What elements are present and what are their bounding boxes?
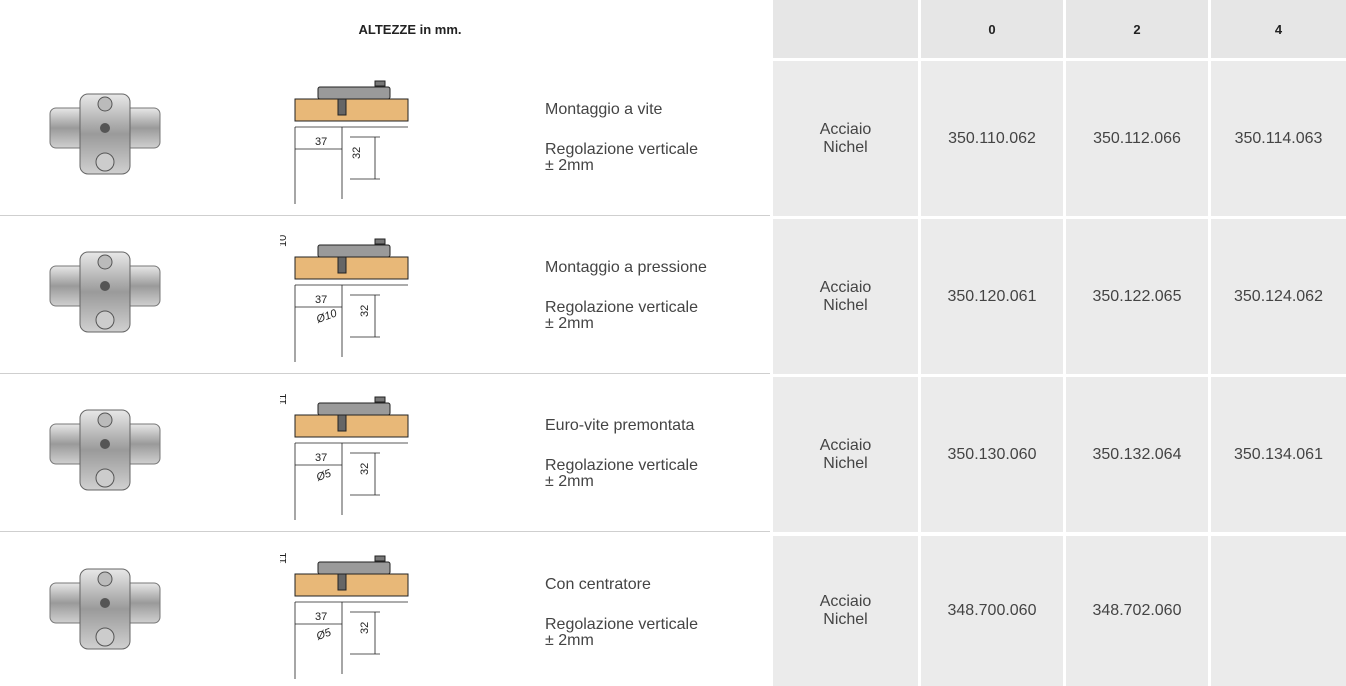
dimension-label: 32: [359, 463, 371, 475]
hole: [100, 439, 110, 449]
screw: [96, 469, 114, 487]
article-code: 350.134.061: [1211, 377, 1346, 532]
dimension-label: 37: [315, 452, 327, 464]
screw-head: [375, 397, 385, 402]
dimension-lines: [295, 285, 408, 362]
technical-diagram: 11 37 Ø5 32: [280, 385, 420, 525]
dimension-lines: [295, 127, 408, 204]
technical-diagram: 37 32: [280, 69, 420, 209]
wood-board: [295, 99, 408, 121]
screw: [96, 628, 114, 646]
screw: [338, 574, 346, 590]
hinge-plate: [318, 403, 390, 415]
material: Nichel: [773, 611, 918, 629]
page: ALTEZZE in mm. 0243732Montaggio a viteRe…: [0, 0, 1346, 686]
dimension-label: 11: [280, 394, 289, 405]
header-cell: 0: [921, 0, 1063, 58]
header-cell: 4: [1211, 0, 1346, 58]
header-cell: [773, 0, 918, 58]
dimension-label: 37: [315, 611, 327, 623]
wood-board: [295, 257, 408, 279]
screw: [98, 255, 112, 269]
adjustment: ± 2mm: [545, 315, 594, 333]
material: Acciaio: [773, 279, 918, 297]
wood-board: [295, 574, 408, 596]
screw-head: [375, 556, 385, 561]
dimension-label: Ø5: [314, 467, 334, 484]
article-code: 350.112.066: [1066, 61, 1208, 216]
dimension-label: 32: [351, 147, 363, 159]
screw: [98, 413, 112, 427]
wood-board: [295, 415, 408, 437]
dimension-label: 10: [280, 235, 289, 247]
adjustment: ± 2mm: [545, 157, 594, 175]
hinge-plate: [318, 87, 390, 99]
hinge-plate: [318, 245, 390, 257]
technical-diagram: 11 37 Ø5 32: [280, 544, 420, 684]
hole: [100, 123, 110, 133]
mounting-type: Con centratore: [545, 576, 651, 594]
article-code: 350.120.061: [921, 219, 1063, 374]
material: Nichel: [773, 297, 918, 315]
screw: [96, 153, 114, 171]
table-title: ALTEZZE in mm.: [0, 0, 770, 58]
product-photo: [30, 234, 180, 354]
article-code: 348.702.060: [1066, 536, 1208, 686]
dimension-label: 37: [315, 136, 327, 148]
article-code: 350.122.065: [1066, 219, 1208, 374]
mounting-type: Montaggio a vite: [545, 101, 662, 119]
screw-head: [375, 239, 385, 244]
article-code: 350.124.062: [1211, 219, 1346, 374]
dimension-label: Ø10: [314, 307, 339, 326]
header-cell: 2: [1066, 0, 1208, 58]
mounting-type: Euro-vite premontata: [545, 417, 694, 435]
dimension-label: 32: [359, 305, 371, 317]
screw: [338, 257, 346, 273]
product-photo: [30, 76, 180, 196]
empty-cell: [1211, 536, 1346, 686]
screw-head: [375, 81, 385, 86]
dimension-label: Ø5: [314, 626, 334, 643]
dimension-label: 11: [280, 553, 289, 564]
adjustment: ± 2mm: [545, 632, 594, 650]
material: Nichel: [773, 139, 918, 157]
hinge-plate: [318, 562, 390, 574]
screw: [338, 415, 346, 431]
article-code: 350.132.064: [1066, 377, 1208, 532]
dimension-lines: [295, 602, 408, 679]
row-divider: [0, 373, 770, 374]
hole: [100, 598, 110, 608]
hole: [100, 281, 110, 291]
article-code: 350.110.062: [921, 61, 1063, 216]
dimension-lines: [295, 443, 408, 520]
screw: [338, 99, 346, 115]
dimension-label: 32: [359, 622, 371, 634]
screw: [96, 311, 114, 329]
dimension-label: 37: [315, 294, 327, 306]
material: Acciaio: [773, 593, 918, 611]
row-divider: [0, 215, 770, 216]
product-photo: [30, 392, 180, 512]
screw: [98, 97, 112, 111]
material: Acciaio: [773, 437, 918, 455]
adjustment: ± 2mm: [545, 473, 594, 491]
mounting-type: Montaggio a pressione: [545, 259, 707, 277]
screw: [98, 572, 112, 586]
product-photo: [30, 551, 180, 671]
article-code: 348.700.060: [921, 536, 1063, 686]
row-divider: [0, 531, 770, 532]
article-code: 350.130.060: [921, 377, 1063, 532]
material: Acciaio: [773, 121, 918, 139]
article-code: 350.114.063: [1211, 61, 1346, 216]
material: Nichel: [773, 455, 918, 473]
